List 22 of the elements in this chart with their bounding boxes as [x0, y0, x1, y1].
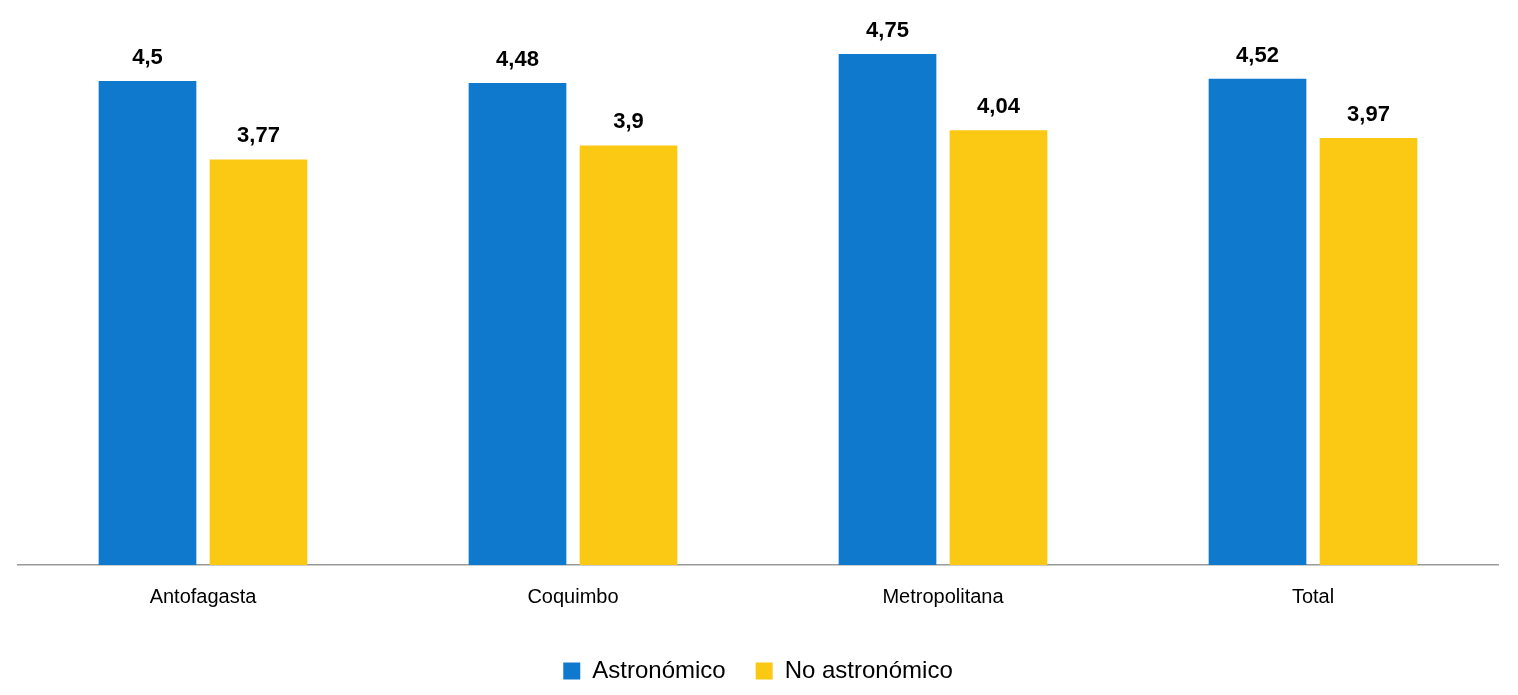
data-label: 3,97 [1347, 100, 1390, 126]
x-tick-label: Metropolitana [882, 584, 1005, 607]
data-label: 4,48 [496, 46, 539, 72]
bar [838, 53, 937, 565]
bar [949, 130, 1048, 565]
data-label: 4,04 [977, 93, 1021, 119]
bar [1319, 137, 1418, 565]
bar [98, 80, 197, 565]
x-tick-label: Antofagasta [149, 584, 258, 607]
bar [209, 159, 308, 565]
data-label: 3,9 [613, 108, 644, 134]
x-tick-label: Total [1291, 584, 1335, 607]
bar [579, 145, 678, 565]
data-label: 3,77 [237, 122, 280, 148]
data-label: 4,5 [132, 43, 163, 69]
bar [468, 83, 567, 565]
data-label: 4,52 [1236, 41, 1279, 67]
data-label: 4,75 [866, 17, 909, 43]
x-tick-label: Coquimbo [527, 584, 619, 607]
legend-label: No astronómico [784, 655, 953, 683]
bar [1208, 78, 1307, 565]
legend-label: Astronómico [592, 655, 726, 683]
